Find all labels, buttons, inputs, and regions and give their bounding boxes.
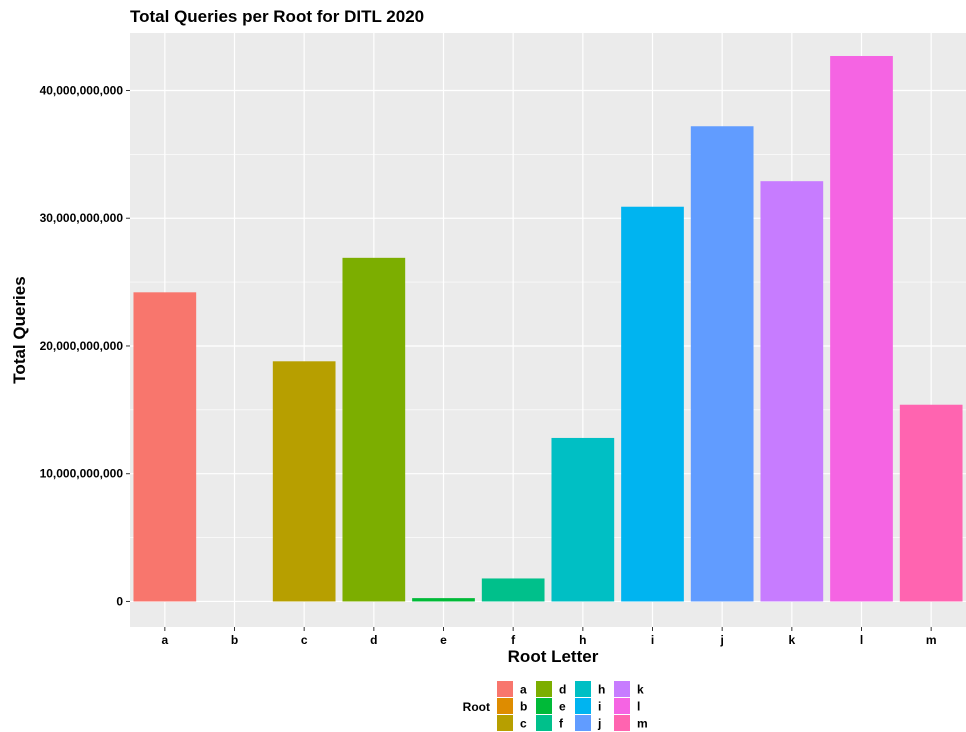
bar-e: [412, 598, 475, 602]
legend-key-b: [497, 698, 513, 714]
y-axis-title: Total Queries: [10, 276, 29, 383]
legend-label-e: e: [559, 700, 566, 714]
bar-i: [621, 206, 684, 602]
chart-title: Total Queries per Root for DITL 2020: [130, 7, 424, 26]
x-tick-label: c: [301, 633, 308, 647]
bar-h: [551, 437, 615, 602]
legend-label-k: k: [637, 683, 644, 697]
x-tick-label: f: [511, 633, 516, 647]
legend-label-a: a: [520, 683, 527, 697]
x-tick-label: a: [161, 633, 168, 647]
legend-key-l: [614, 698, 630, 714]
y-tick-label: 10,000,000,000: [40, 467, 124, 481]
x-tick-label: e: [440, 633, 447, 647]
bar-k: [760, 181, 824, 602]
legend-key-j: [575, 715, 591, 731]
legend-key-e: [536, 698, 552, 714]
x-tick-label: i: [651, 633, 654, 647]
y-tick-label: 20,000,000,000: [40, 339, 124, 353]
bar-c: [272, 361, 336, 602]
bar-d: [342, 257, 406, 602]
legend-key-d: [536, 681, 552, 697]
x-tick-label: d: [370, 633, 377, 647]
legend-label-f: f: [559, 717, 564, 731]
legend-key-k: [614, 681, 630, 697]
x-tick-label: b: [231, 633, 238, 647]
legend-label-m: m: [637, 717, 648, 731]
plot-panel: [130, 33, 966, 627]
legend-key-a: [497, 681, 513, 697]
x-tick-label: l: [860, 633, 863, 647]
legend-key-f: [536, 715, 552, 731]
bars: [133, 55, 963, 602]
bar-m: [899, 404, 963, 602]
legend-label-c: c: [520, 717, 527, 731]
bar-a: [133, 292, 197, 602]
bar-l: [830, 55, 893, 602]
y-tick-label: 0: [116, 594, 123, 608]
legend-key-i: [575, 698, 591, 714]
legend-key-m: [614, 715, 630, 731]
legend-label-j: j: [597, 717, 601, 731]
legend-key-h: [575, 681, 591, 697]
legend: Root abc def hij klm: [463, 681, 648, 731]
minor-gridlines: [130, 154, 966, 538]
y-tick-label: 30,000,000,000: [40, 211, 124, 225]
legend-label-d: d: [559, 683, 566, 697]
legend-label-h: h: [598, 683, 605, 697]
legend-label-l: l: [637, 700, 640, 714]
x-axis-title: Root Letter: [508, 647, 599, 666]
y-tick-label: 40,000,000,000: [40, 83, 124, 97]
legend-title: Root: [463, 700, 490, 714]
legend-label-b: b: [520, 700, 527, 714]
x-tick-label: h: [579, 633, 586, 647]
bar-j: [690, 126, 754, 602]
x-tick-label: j: [719, 633, 723, 647]
x-tick-label: m: [926, 633, 937, 647]
bar-f: [481, 578, 545, 602]
y-axis: 0 10,000,000,000 20,000,000,000 30,000,000,…: [40, 83, 130, 608]
x-tick-label: k: [788, 633, 795, 647]
legend-key-c: [497, 715, 513, 731]
legend-label-i: i: [598, 700, 601, 714]
